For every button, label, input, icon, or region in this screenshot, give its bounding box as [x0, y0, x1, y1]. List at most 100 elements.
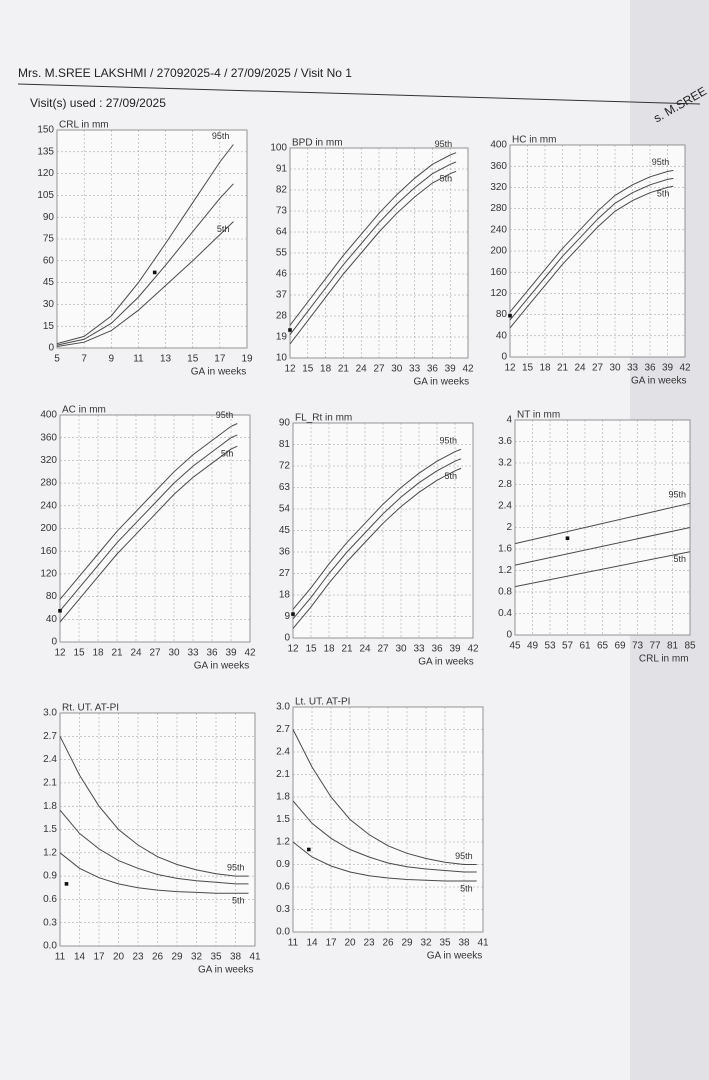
y-tick-label: 0 [284, 633, 290, 644]
y-tick-label: 0 [48, 343, 54, 354]
x-tick-label: 27 [373, 364, 385, 375]
x-tick-label: 53 [544, 641, 556, 652]
y-tick-label: 320 [490, 182, 507, 193]
y-tick-label: 2.4 [498, 501, 512, 512]
x-tick-label: 38 [230, 952, 242, 963]
x-tick-label: 21 [557, 363, 569, 374]
x-axis-label: GA in weeks [631, 376, 687, 387]
y-tick-label: 0.0 [43, 941, 57, 952]
percentile-curve [292, 841, 477, 882]
y-tick-label: 360 [40, 432, 57, 443]
x-tick-label: 42 [462, 364, 474, 375]
curve-label: 5th [217, 224, 230, 234]
x-tick-label: 29 [171, 952, 183, 963]
y-tick-label: 60 [43, 255, 55, 266]
y-tick-label: 1.8 [43, 801, 57, 812]
curve-label: 5th [232, 896, 245, 906]
y-tick-label: 120 [37, 168, 54, 179]
x-tick-label: 21 [338, 364, 350, 375]
y-tick-label: 240 [40, 500, 57, 511]
y-tick-label: 18 [279, 590, 291, 601]
x-tick-label: 12 [284, 364, 296, 375]
percentile-curve [59, 852, 249, 894]
y-tick-label: 4 [506, 415, 512, 426]
curve-label: 95th [652, 157, 670, 167]
curve-label: 5th [657, 189, 670, 199]
x-tick-label: 57 [562, 641, 574, 652]
y-tick-label: 2 [506, 522, 512, 533]
x-tick-label: 17 [93, 952, 105, 963]
x-tick-label: 36 [644, 363, 656, 374]
y-tick-label: 45 [279, 525, 291, 536]
y-tick-label: 3.6 [498, 436, 512, 447]
x-axis-label: GA in weeks [198, 965, 254, 976]
y-tick-label: 91 [276, 164, 288, 175]
y-tick-label: 2.7 [276, 724, 290, 735]
percentile-curve [289, 161, 457, 336]
chart-title: HC in mm [512, 135, 556, 146]
chart-title: NT in mm [517, 410, 560, 421]
x-tick-label: 32 [420, 938, 432, 949]
x-tick-label: 38 [458, 938, 470, 949]
x-tick-label: 24 [130, 648, 142, 659]
curve-label: 95th [439, 436, 457, 446]
percentile-curve [292, 800, 477, 873]
x-tick-label: 15 [73, 648, 85, 659]
curve-label: 95th [212, 131, 230, 141]
y-tick-label: 200 [490, 246, 507, 257]
x-tick-label: 23 [132, 952, 144, 963]
x-tick-label: 20 [344, 938, 356, 949]
x-tick-label: 45 [509, 641, 521, 652]
curve-label: 95th [435, 139, 453, 149]
y-tick-label: 400 [40, 410, 57, 421]
x-tick-label: 30 [391, 364, 403, 375]
y-tick-label: 2.8 [498, 479, 512, 490]
percentile-curve [59, 809, 249, 885]
percentile-curve [59, 736, 249, 877]
y-tick-label: 280 [40, 478, 57, 489]
x-axis-label: GA in weeks [427, 951, 483, 962]
y-tick-label: 40 [496, 330, 508, 341]
y-tick-label: 0.9 [276, 859, 290, 870]
y-tick-label: 1.2 [498, 565, 512, 576]
curve-label: 95th [227, 862, 245, 872]
x-tick-label: 14 [74, 952, 86, 963]
x-tick-label: 41 [249, 952, 261, 963]
x-tick-label: 39 [445, 364, 457, 375]
x-tick-label: 61 [579, 641, 591, 652]
y-tick-label: 1.2 [43, 847, 57, 858]
x-tick-label: 18 [320, 364, 332, 375]
x-tick-label: 33 [627, 363, 639, 374]
x-tick-label: 11 [288, 938, 299, 949]
x-tick-label: 17 [325, 938, 337, 949]
x-tick-label: 26 [152, 952, 164, 963]
chart-title: FL_Rt in mm [295, 413, 352, 424]
patient-point [565, 536, 570, 541]
x-tick-label: 19 [241, 354, 253, 365]
y-tick-label: 0 [501, 352, 507, 363]
x-tick-label: 41 [477, 938, 489, 949]
percentile-curve [292, 448, 462, 610]
patient-point [58, 608, 62, 613]
x-tick-label: 81 [667, 641, 679, 652]
y-tick-label: 0.6 [276, 882, 290, 893]
x-tick-label: 36 [427, 364, 439, 375]
percentile-curve [59, 423, 238, 600]
x-tick-label: 77 [649, 641, 661, 652]
y-tick-label: 2.4 [276, 747, 290, 758]
y-tick-label: 2.7 [43, 731, 57, 742]
y-tick-label: 160 [490, 267, 507, 278]
x-tick-label: 23 [363, 938, 375, 949]
y-tick-label: 1.5 [276, 814, 290, 825]
x-tick-label: 11 [55, 952, 66, 963]
percentile-curve [292, 458, 462, 620]
x-tick-label: 29 [401, 938, 413, 949]
curve-label: 5th [440, 174, 453, 184]
percentile-curve [59, 445, 238, 623]
y-tick-label: 28 [276, 311, 288, 322]
patient-point [291, 612, 295, 616]
x-tick-label: 36 [206, 648, 218, 659]
x-tick-label: 39 [449, 644, 461, 655]
